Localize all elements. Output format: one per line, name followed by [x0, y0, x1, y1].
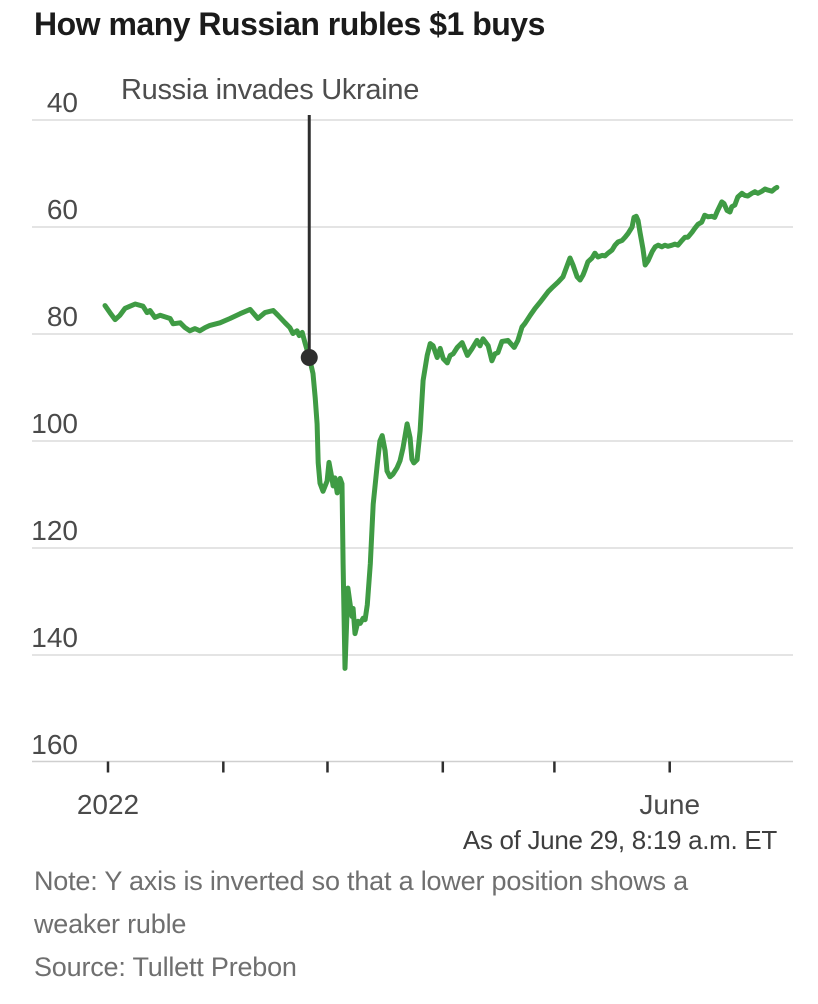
- x-axis: [32, 760, 793, 773]
- invasion-marker-dot: [300, 349, 318, 367]
- y-axis-tick-label: 120: [31, 515, 78, 546]
- x-axis-label: 2022: [77, 789, 139, 820]
- y-axis-tick-label: 60: [47, 194, 78, 225]
- price-line: [102, 184, 780, 671]
- y-axis-labels: 40 60 80 100 120 140 160: [31, 87, 78, 760]
- y-axis-tick-label: 160: [31, 729, 78, 760]
- gridlines: [32, 119, 793, 656]
- chart-footer: Note: Y axis is inverted so that a lower…: [34, 860, 774, 989]
- source-credit: Source: Tullett Prebon: [34, 952, 297, 982]
- inverted-axis-note: Note: Y axis is inverted so that a lower…: [34, 866, 688, 939]
- y-axis-tick-label: 100: [31, 408, 78, 439]
- annotation-label: Russia invades Ukraine: [121, 74, 419, 106]
- x-axis-labels: 2022 June: [77, 789, 700, 820]
- y-axis-tick-label: 40: [47, 87, 78, 118]
- y-axis-tick-label: 140: [31, 622, 78, 653]
- as-of-timestamp: As of June 29, 8:19 a.m. ET: [463, 825, 778, 855]
- invasion-annotation: Russia invades Ukraine: [121, 74, 419, 367]
- chart-title: How many Russian rubles $1 buys: [34, 6, 545, 42]
- price-line-layer: [102, 184, 780, 671]
- y-axis-tick-label: 80: [47, 301, 78, 332]
- x-axis-label: June: [639, 789, 700, 820]
